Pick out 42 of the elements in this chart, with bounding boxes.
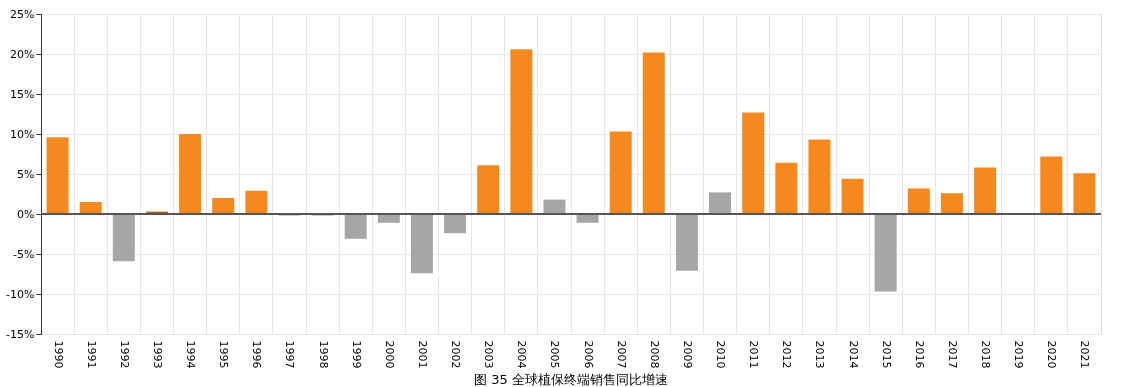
y-tick-label: 25%: [10, 7, 35, 21]
x-tick-label: 1991: [84, 340, 98, 369]
x-tick-label: 2006: [581, 340, 595, 369]
x-tick-label: 1999: [349, 340, 363, 369]
x-tick-label: 2015: [879, 340, 893, 369]
x-tick-label: 2000: [382, 340, 396, 369]
x-tick-label: 1990: [51, 340, 65, 369]
x-tick-label: 2001: [415, 340, 429, 369]
y-tick-label: -5%: [13, 247, 35, 261]
x-tick-label: 2004: [515, 340, 529, 369]
x-tick-label: 1997: [283, 340, 297, 369]
x-tick-label: 2014: [846, 340, 860, 369]
x-tick-label: 2018: [979, 340, 993, 369]
x-tick-label: 2008: [647, 340, 661, 369]
x-tick-label: 2007: [614, 340, 628, 369]
x-tick-label: 2012: [780, 340, 794, 369]
x-tick-label: 2009: [680, 340, 694, 369]
x-tick-label: 2011: [747, 340, 761, 369]
y-tick-label: 10%: [10, 127, 35, 141]
y-tick-label: -15%: [6, 327, 35, 341]
text: 图 35 全球植保终端销售同比增速: [474, 371, 668, 387]
y-tick-label: 0%: [17, 207, 35, 221]
x-tick-label: 1994: [184, 340, 198, 369]
y-tick-label: 15%: [10, 87, 35, 101]
x-tick-label: 1992: [117, 340, 131, 369]
x-tick-label: 2010: [714, 340, 728, 369]
x-tick-label: 2020: [1045, 340, 1059, 369]
x-tick-label: 2019: [1012, 340, 1026, 369]
x-tick-label: 2003: [482, 340, 496, 369]
y-tick-label: -10%: [6, 287, 35, 301]
x-tick-label: 2002: [449, 340, 463, 369]
y-tick-label: 5%: [17, 167, 35, 181]
x-tick-label: 2016: [912, 340, 926, 369]
x-tick-label: 1996: [250, 340, 264, 369]
x-tick-label: 1993: [150, 340, 164, 369]
x-tick-label: 2017: [945, 340, 959, 369]
x-tick-label: 2005: [548, 340, 562, 369]
x-tick-label: 2021: [1078, 340, 1092, 369]
x-tick-label: 2013: [813, 340, 827, 369]
y-tick-label: 20%: [10, 47, 35, 61]
x-tick-label: 1998: [316, 340, 330, 369]
x-tick-label: 1995: [217, 340, 231, 369]
